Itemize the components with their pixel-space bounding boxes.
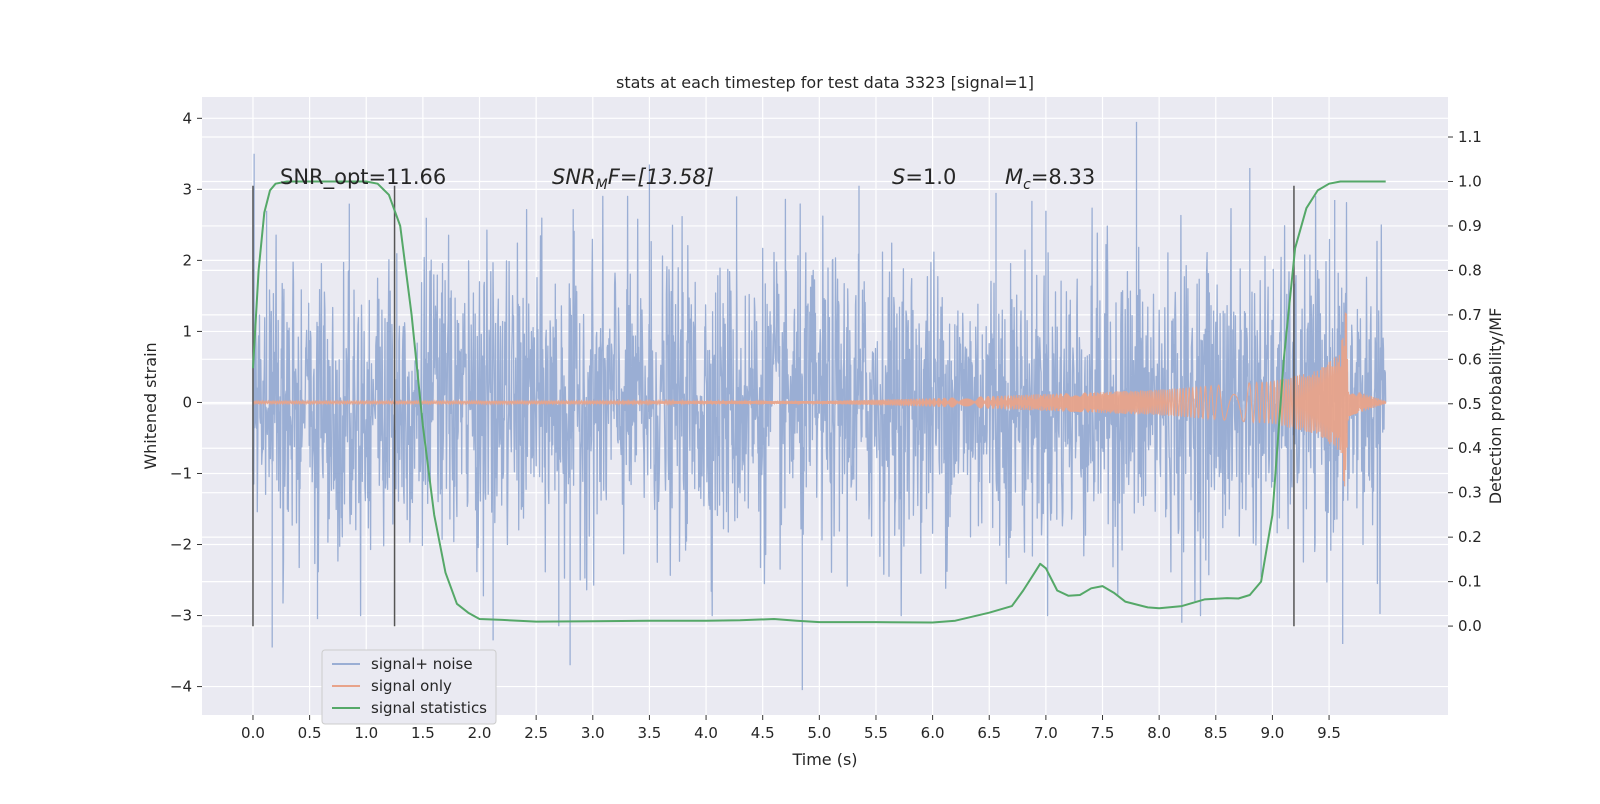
x-tick-label: 9.0 (1260, 724, 1284, 742)
x-tick-label: 9.5 (1317, 724, 1341, 742)
y-tick-label: −4 (170, 678, 192, 696)
signal-statistics-line (252, 180, 1386, 624)
x-tick-label: 0.5 (298, 724, 322, 742)
legend-label-signal-noise: signal+ noise (371, 655, 473, 673)
y2-tick-label: 0.8 (1458, 261, 1482, 279)
snr-opt-annotation: SNR_opt=11.66 (280, 165, 446, 190)
signal-noise-series (252, 121, 1387, 691)
y2-tick-label: 1.0 (1458, 172, 1482, 190)
y-axis-label: Whitened strain (141, 342, 160, 469)
signal-noise-line (252, 121, 1387, 691)
s-annotation: S=1.0 (892, 165, 956, 189)
y-tick-label: 4 (182, 109, 192, 127)
y-tick-label: −2 (170, 536, 192, 554)
y-tick-label: 3 (182, 180, 192, 198)
y2-tick-label: 1.1 (1458, 128, 1482, 146)
x-tick-label: 6.0 (921, 724, 945, 742)
y2-axis-label: Detection probability/MF (1486, 308, 1505, 505)
x-tick-label: 8.5 (1204, 724, 1228, 742)
signal-only-line (252, 312, 1387, 487)
y2-tick-label: 0.1 (1458, 573, 1482, 591)
y2-tick-label: 0.7 (1458, 306, 1482, 324)
x-tick-label: 1.0 (354, 724, 378, 742)
legend-label-signal-statistics: signal statistics (371, 699, 487, 717)
y2-tick-label: 0.9 (1458, 217, 1482, 235)
x-tick-label: 7.5 (1091, 724, 1115, 742)
x-tick-label: 8.0 (1147, 724, 1171, 742)
x-tick-label: 7.0 (1034, 724, 1058, 742)
legend-label-signal-only: signal only (371, 677, 452, 695)
x-tick-label: 5.0 (807, 724, 831, 742)
snr-mf-annotation: SNRMF=[13.58] (552, 165, 714, 193)
y-tick-label: 2 (182, 251, 192, 269)
y-tick-label: 1 (182, 322, 192, 340)
y2-tick-label: 0.6 (1458, 350, 1482, 368)
x-tick-label: 0.0 (241, 724, 265, 742)
x-axis-label: Time (s) (791, 750, 857, 769)
mc-annotation: Mc=8.33 (1005, 165, 1095, 193)
x-tick-label: 6.5 (977, 724, 1001, 742)
x-tick-label: 1.5 (411, 724, 435, 742)
x-tick-label: 3.5 (637, 724, 661, 742)
y-tick-label: −1 (170, 464, 192, 482)
x-tick-label: 3.0 (581, 724, 605, 742)
legend: signal+ noise signal only signal statist… (321, 649, 497, 725)
x-tick-label: 4.5 (751, 724, 775, 742)
x-tick-label: 2.5 (524, 724, 548, 742)
y-tick-label: 0 (182, 393, 192, 411)
y-tick-labels: 4 3 2 1 0 −1 −2 −3 −4 (170, 109, 202, 696)
legend-box (321, 649, 497, 725)
x-tick-label: 5.5 (864, 724, 888, 742)
x-tick-labels: 0.0 0.5 1.0 1.5 2.0 2.5 3.0 3.5 4.0 4.5 5.0 5.5 6.0 6… (241, 715, 1341, 742)
y2-tick-label: 0.4 (1458, 439, 1482, 457)
x-tick-label: 4.0 (694, 724, 718, 742)
y2-tick-label: 0.2 (1458, 528, 1482, 546)
x-tick-label: 2.0 (468, 724, 492, 742)
y2-tick-label: 0.0 (1458, 617, 1482, 635)
signal-statistics-series (252, 180, 1386, 624)
y-tick-label: −3 (170, 607, 192, 625)
y2-tick-labels: 1.1 1.0 0.9 0.8 0.7 0.6 0.5 0.4 0.3 0.2 0.1 0.0 (1448, 128, 1482, 635)
y2-tick-label: 0.5 (1458, 395, 1482, 413)
signal-only-series (252, 312, 1387, 487)
chart-title: stats at each timestep for test data 332… (616, 73, 1034, 92)
y2-tick-label: 0.3 (1458, 484, 1482, 502)
